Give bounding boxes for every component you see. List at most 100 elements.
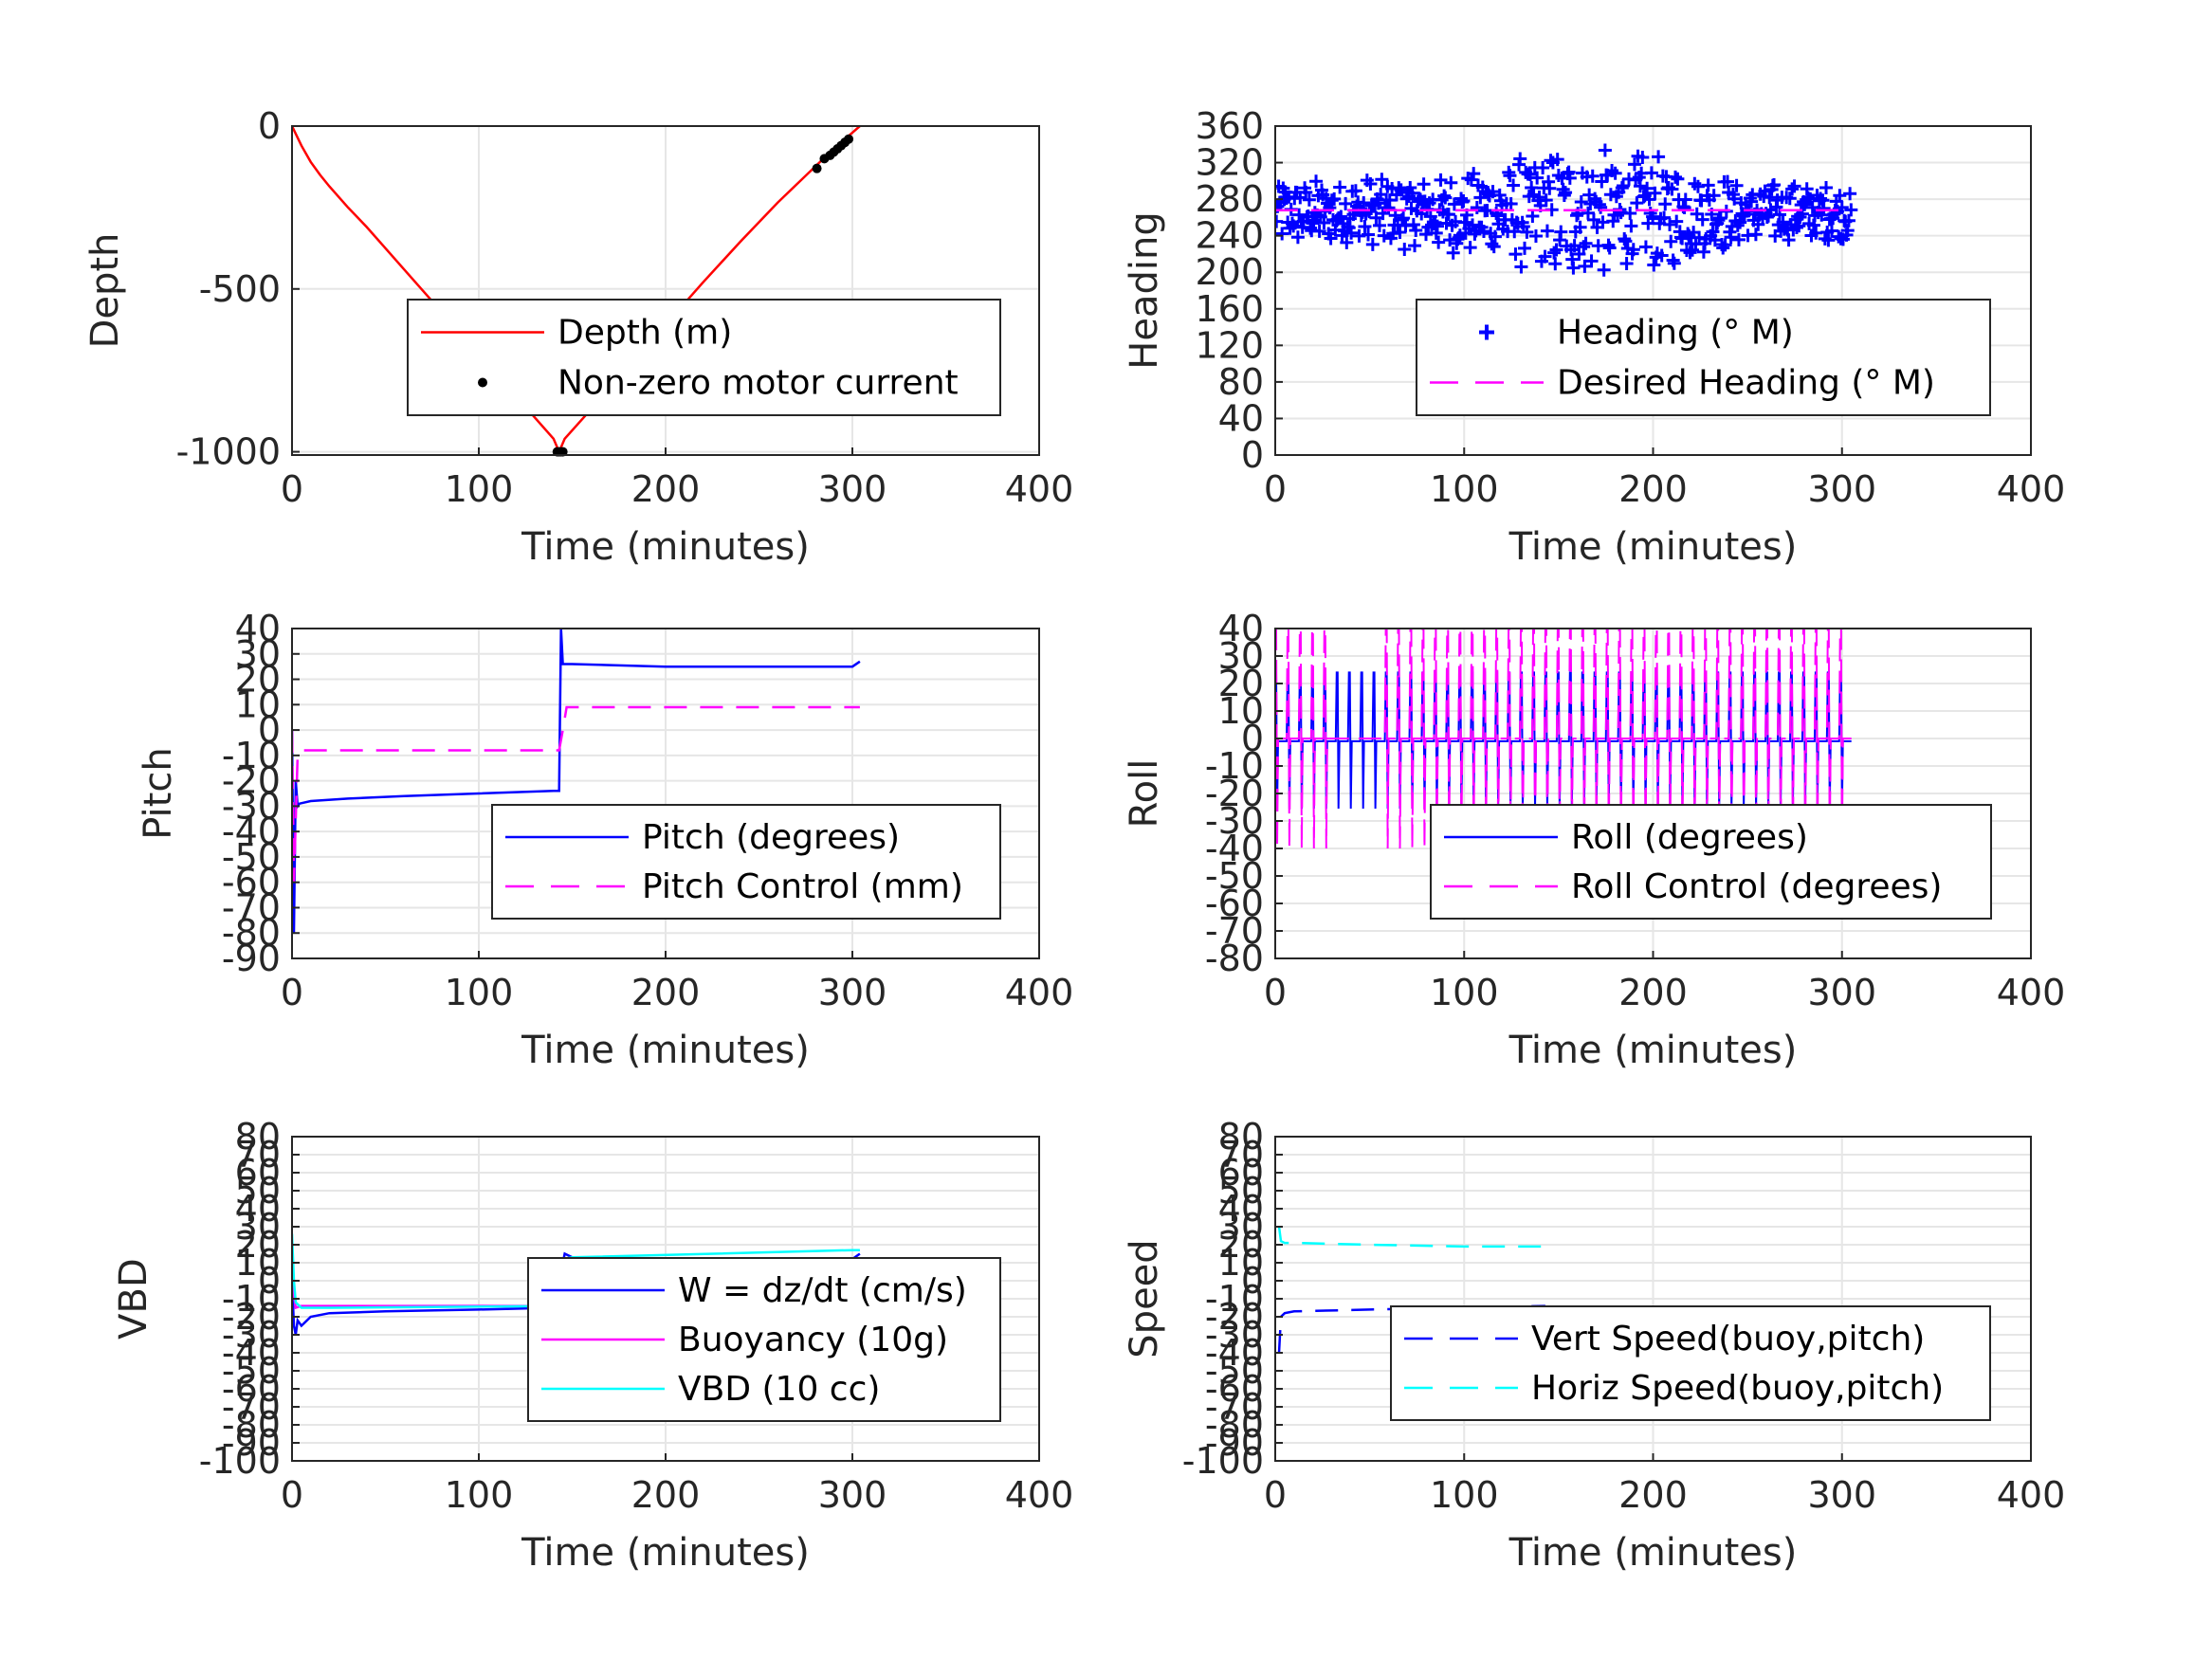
heading-point (1617, 179, 1631, 193)
legend-entry-label: Buoyancy (10g) (678, 1321, 948, 1359)
series-line-2 (1277, 1226, 1545, 1249)
y-tick-label: -60 (1205, 883, 1264, 924)
chart-panel-5: 0 100 200 300 40080706050403020100-10-20-30-… (112, 1116, 1073, 1575)
heading-point (1728, 191, 1742, 206)
x-tick-label: 100 (1430, 468, 1499, 510)
legend-entry-label: Pitch (degrees) (642, 818, 900, 857)
heading-point (1327, 191, 1342, 206)
y-tick-label: -20 (1205, 773, 1264, 814)
heading-point (1678, 192, 1692, 207)
y-tick-label: -60 (222, 1368, 281, 1410)
y-tick-label: -70 (222, 886, 281, 928)
x-tick-label: 400 (1005, 1474, 1074, 1516)
heading-point (1707, 189, 1721, 203)
heading-point (1647, 258, 1661, 272)
heading-point (1652, 150, 1666, 164)
heading-point (1375, 173, 1389, 187)
y-tick-label: -60 (1205, 1368, 1264, 1410)
heading-point (1584, 254, 1599, 268)
x-tick-label: 200 (631, 468, 701, 510)
heading-point (1716, 241, 1730, 255)
heading-point (1392, 181, 1406, 195)
heading-point (1470, 200, 1484, 214)
y-tick-label: -70 (1205, 1386, 1264, 1428)
heading-point (1636, 150, 1650, 164)
legend-entry-label: Desired Heading (° M) (1557, 364, 1935, 403)
heading-point (1817, 201, 1831, 215)
heading-point (1641, 216, 1655, 230)
y-tick-label: 160 (1195, 288, 1264, 330)
heading-point (1627, 157, 1641, 172)
y-tick-label: 0 (258, 709, 281, 751)
heading-point (1339, 196, 1353, 210)
heading-point (1785, 182, 1800, 196)
chart-panel-4: 0 100 200 300 400403020100-10-20-30-40-50-60… (1123, 608, 2065, 1072)
chart-panel-2: 0 100 200 300 40004080120160200240280320360T… (1123, 105, 2065, 569)
heading-point (1488, 229, 1502, 244)
heading-point (1665, 182, 1679, 196)
x-tick-label: 400 (1997, 468, 2066, 510)
y-tick-label: -10 (1205, 745, 1264, 787)
x-tick-label: 200 (1618, 1474, 1688, 1516)
heading-point (1377, 228, 1391, 243)
heading-point (1536, 161, 1550, 175)
heading-point (1362, 205, 1377, 219)
series-line-3 (292, 1233, 860, 1309)
x-axis-label: Time (minutes) (1508, 1531, 1798, 1575)
y-tick-label: 50 (235, 1170, 281, 1212)
y-tick-label: 40 (235, 608, 281, 649)
x-tick-label: 0 (1264, 468, 1287, 510)
heading-point (1626, 243, 1640, 257)
legend-box (1430, 804, 1992, 920)
y-tick-label: 40 (1218, 1188, 1264, 1230)
heading-point (1323, 201, 1337, 215)
data-layer (1275, 143, 1858, 277)
x-tick-label: 200 (1618, 468, 1688, 510)
heading-point (1559, 186, 1573, 200)
heading-point (1363, 177, 1378, 191)
y-tick-label: -70 (1205, 910, 1264, 952)
x-tick-label: 0 (281, 972, 303, 1013)
x-axis-label: Time (minutes) (521, 1029, 810, 1072)
y-tick-label: -500 (199, 268, 281, 310)
series-line-1 (292, 125, 861, 455)
y-tick-label: -50 (222, 836, 281, 878)
heading-point (1518, 241, 1532, 255)
heading-point (1538, 249, 1552, 264)
y-tick-label: 0 (258, 1260, 281, 1302)
y-tick-label: -100 (199, 1440, 281, 1482)
heading-point (1467, 167, 1481, 181)
heading-point (1809, 226, 1823, 240)
heading-point (1526, 209, 1540, 223)
legend-marker (1479, 324, 1494, 340)
heading-point (1585, 169, 1600, 183)
y-tick-label: -30 (222, 785, 281, 827)
heading-point (1438, 191, 1453, 205)
heading-point (1767, 177, 1782, 191)
x-tick-label: 0 (1264, 972, 1287, 1013)
y-tick-label: -100 (1182, 1440, 1264, 1482)
heading-point (1664, 234, 1678, 248)
y-tick-label: 200 (1195, 251, 1264, 293)
heading-point (1708, 233, 1722, 247)
heading-point (1358, 220, 1372, 234)
y-axis-label: VBD (112, 1258, 155, 1340)
heading-point (1648, 186, 1662, 200)
heading-point (1718, 238, 1732, 252)
y-tick-label: 10 (235, 1242, 281, 1284)
motor-current-point (812, 163, 822, 173)
y-tick-label: -90 (1205, 1422, 1264, 1464)
heading-point (1393, 225, 1407, 239)
heading-point (1357, 195, 1371, 210)
heading-point (1513, 152, 1527, 166)
heading-point (1432, 235, 1446, 249)
y-tick-label: 80 (1218, 1116, 1264, 1158)
y-tick-label: -40 (222, 811, 281, 852)
heading-point (1579, 236, 1593, 250)
heading-point (1782, 191, 1797, 206)
heading-point (1348, 184, 1362, 198)
heading-point (1814, 191, 1828, 206)
heading-point (1619, 257, 1634, 271)
x-tick-label: 200 (1618, 972, 1688, 1013)
heading-point (1763, 191, 1777, 205)
